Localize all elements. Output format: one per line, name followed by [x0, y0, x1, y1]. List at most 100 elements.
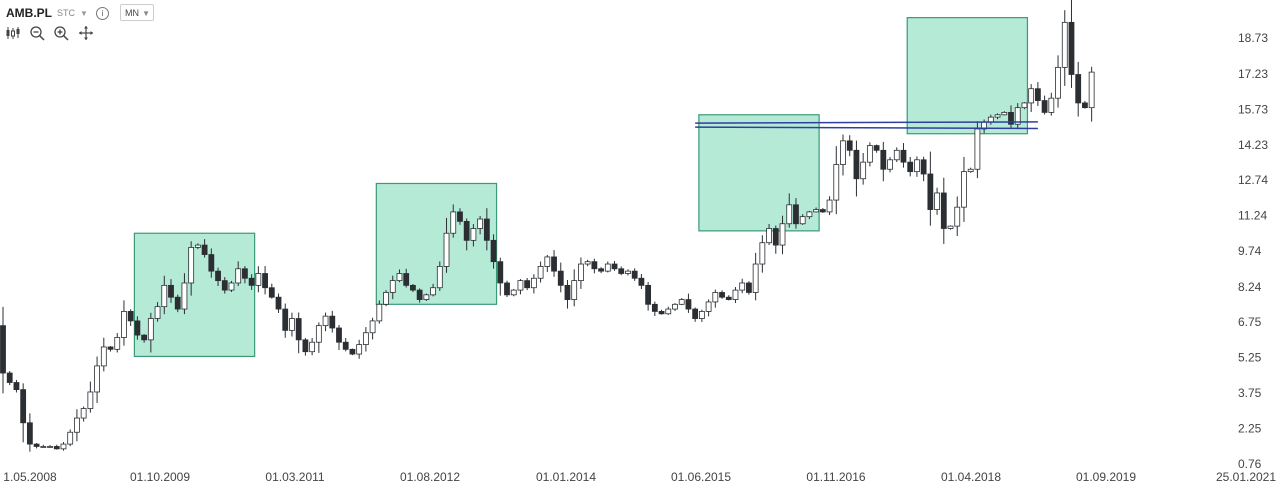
candle-up[interactable] — [423, 294, 430, 300]
candle-up[interactable] — [678, 299, 685, 305]
candle-down[interactable] — [483, 218, 490, 241]
candle-down[interactable] — [201, 244, 208, 255]
candle-down[interactable] — [504, 282, 510, 296]
candle-down[interactable] — [880, 149, 887, 170]
candle-down[interactable] — [275, 296, 282, 310]
candle-up[interactable] — [315, 325, 322, 343]
candle-up[interactable] — [739, 282, 746, 291]
candle-up[interactable] — [544, 256, 551, 267]
candle-down[interactable] — [221, 280, 228, 291]
highlight-box[interactable] — [906, 17, 1029, 135]
candle-down[interactable] — [26, 422, 33, 445]
candle-down[interactable] — [927, 173, 934, 210]
candle-down[interactable] — [557, 270, 564, 286]
candle-down[interactable] — [1068, 21, 1075, 75]
candle-up[interactable] — [383, 292, 389, 305]
candle-up[interactable] — [121, 311, 127, 338]
candle-down[interactable] — [403, 273, 410, 286]
candle-up[interactable] — [477, 218, 484, 229]
candle-down[interactable] — [920, 159, 927, 175]
candle-up[interactable] — [94, 365, 100, 393]
candle-down[interactable] — [907, 161, 914, 173]
candle-down[interactable] — [651, 303, 658, 312]
candle-down[interactable] — [463, 220, 470, 241]
candle-down[interactable] — [551, 256, 557, 272]
candle-down[interactable] — [725, 296, 732, 300]
candle-down[interactable] — [295, 318, 302, 341]
candle-down[interactable] — [13, 382, 20, 391]
candle-down[interactable] — [20, 389, 27, 424]
candle-up[interactable] — [430, 287, 436, 296]
candle-down[interactable] — [262, 273, 268, 289]
timeframe-select[interactable]: MN ▼ — [120, 4, 154, 21]
candle-up[interactable] — [826, 199, 833, 213]
candle-down[interactable] — [336, 327, 342, 343]
candle-down[interactable] — [1041, 100, 1048, 113]
highlight-box[interactable] — [375, 182, 498, 305]
candle-up[interactable] — [967, 168, 974, 173]
candle-down[interactable] — [208, 254, 215, 272]
candle-down[interactable] — [302, 339, 309, 353]
candle-up[interactable] — [712, 292, 719, 303]
candle-up[interactable] — [181, 282, 188, 310]
candle-up[interactable] — [67, 431, 74, 445]
candle-down[interactable] — [618, 268, 625, 274]
candle-down[interactable] — [410, 284, 416, 291]
candle-down[interactable] — [349, 348, 356, 355]
zoom-out-icon[interactable] — [29, 25, 45, 41]
candle-up[interactable] — [866, 145, 873, 163]
candle-up[interactable] — [833, 164, 840, 201]
candle-up[interactable] — [369, 320, 376, 334]
candle-down[interactable] — [497, 261, 504, 284]
candle-down[interactable] — [1008, 112, 1014, 125]
candle-up[interactable] — [100, 346, 107, 367]
candle-up[interactable] — [893, 149, 900, 161]
candle-down[interactable] — [141, 334, 148, 341]
candle-down[interactable] — [598, 268, 604, 272]
candle-up[interactable] — [887, 159, 893, 170]
candle-down[interactable] — [658, 311, 665, 315]
candle-up[interactable] — [255, 273, 262, 286]
trend-line[interactable] — [695, 126, 1038, 130]
candle-up[interactable] — [732, 289, 739, 300]
candle-up[interactable] — [154, 306, 161, 319]
candle-up[interactable] — [235, 268, 242, 284]
candle-down[interactable] — [248, 277, 255, 286]
symbol-label[interactable]: AMB.PL — [6, 6, 52, 20]
symbol-dropdown-icon[interactable]: ▼ — [80, 9, 88, 18]
candle-up[interactable] — [362, 332, 369, 345]
candle-down[interactable] — [645, 284, 652, 305]
highlight-box[interactable] — [698, 114, 820, 232]
candle-up[interactable] — [698, 311, 705, 319]
candle-down[interactable] — [524, 280, 531, 289]
candle-up[interactable] — [759, 242, 766, 265]
candle-down[interactable] — [0, 325, 6, 374]
candle-up[interactable] — [356, 344, 363, 355]
candle-down[interactable] — [900, 149, 907, 163]
candle-up[interactable] — [987, 116, 994, 123]
candle-down[interactable] — [490, 239, 497, 263]
candle-up[interactable] — [322, 315, 329, 327]
candle-up[interactable] — [974, 128, 981, 170]
candle-up[interactable] — [161, 284, 168, 308]
candle-down[interactable] — [242, 268, 248, 279]
info-icon[interactable]: i — [96, 7, 109, 20]
candle-down[interactable] — [638, 277, 645, 286]
candle-up[interactable] — [954, 206, 961, 227]
candle-up[interactable] — [443, 232, 450, 267]
candle-up[interactable] — [530, 277, 537, 289]
candle-up[interactable] — [376, 303, 383, 322]
candle-down[interactable] — [631, 270, 638, 279]
candle-down[interactable] — [772, 228, 779, 246]
candle-up[interactable] — [228, 282, 235, 291]
candle-down[interactable] — [591, 261, 598, 270]
candle-up[interactable] — [571, 280, 578, 300]
candle-down[interactable] — [329, 315, 336, 329]
candle-down[interactable] — [107, 346, 114, 350]
candle-up[interactable] — [578, 263, 584, 282]
candle-up[interactable] — [665, 308, 672, 315]
candle-up[interactable] — [705, 301, 712, 312]
candle-up[interactable] — [194, 244, 201, 248]
candle-up[interactable] — [994, 114, 1001, 118]
candle-down[interactable] — [793, 204, 799, 225]
